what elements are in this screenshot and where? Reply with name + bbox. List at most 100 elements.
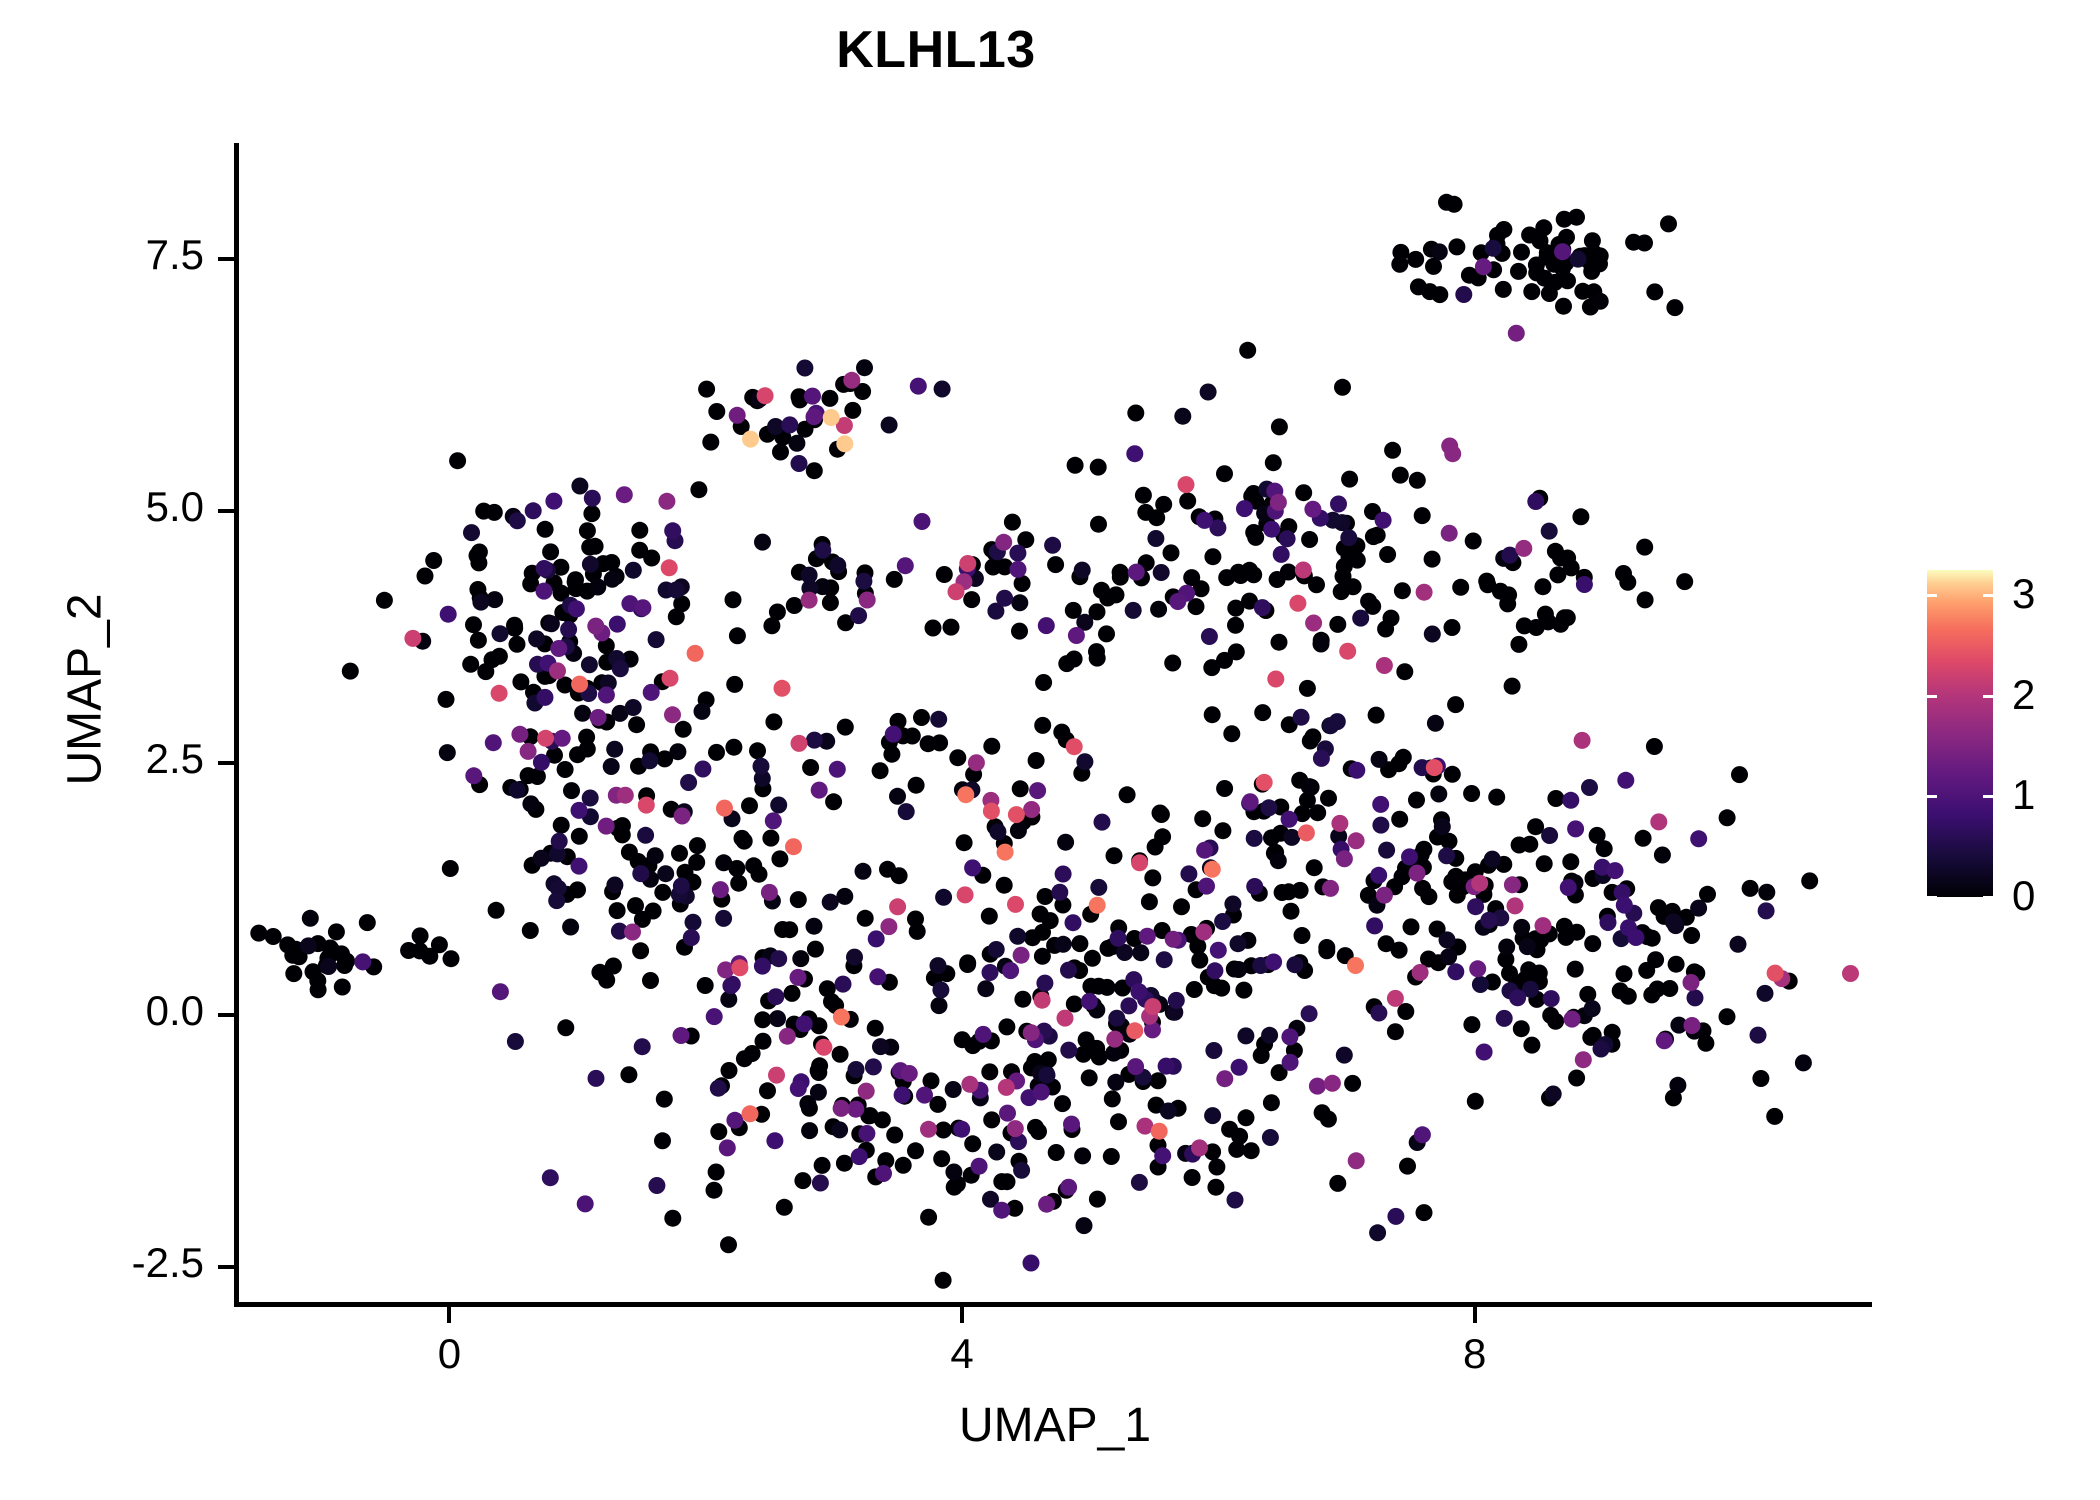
scatter-point — [1483, 850, 1501, 868]
scatter-point — [1187, 598, 1205, 616]
scatter-point — [1270, 1064, 1288, 1082]
scatter-point — [792, 950, 810, 968]
scatter-point — [589, 578, 607, 596]
scatter-point — [1216, 651, 1233, 669]
legend-tick — [1927, 896, 1937, 899]
scatter-point — [778, 1027, 796, 1045]
scatter-point — [1690, 899, 1708, 917]
scatter-point — [1335, 850, 1353, 868]
scatter-point — [1054, 1095, 1071, 1113]
scatter-point — [1501, 964, 1518, 982]
scatter-point — [1667, 955, 1685, 973]
scatter-point — [996, 843, 1014, 861]
scatter-point — [980, 907, 998, 925]
scatter-point — [606, 740, 624, 758]
scatter-point — [1518, 938, 1536, 956]
scatter-point — [1009, 544, 1027, 562]
scatter-point — [1547, 790, 1565, 807]
page-title: KLHL13 — [836, 21, 1036, 79]
scatter-point — [989, 823, 1007, 841]
scatter-point — [1534, 917, 1552, 935]
scatter-point — [1102, 1148, 1120, 1165]
scatter-point — [1474, 258, 1492, 276]
scatter-point — [1036, 974, 1054, 992]
scatter-point — [1339, 642, 1357, 660]
scatter-point — [770, 796, 788, 814]
scatter-point — [1164, 654, 1182, 672]
scatter-point — [1064, 914, 1082, 932]
scatter-point — [321, 939, 339, 957]
scatter-point — [613, 817, 631, 835]
scatter-point — [1154, 1147, 1172, 1165]
scatter-point — [964, 1135, 982, 1153]
scatter-point — [637, 796, 655, 814]
scatter-point — [781, 416, 799, 434]
scatter-point — [1105, 847, 1123, 865]
scatter-point — [1125, 930, 1143, 947]
scatter-point — [1067, 627, 1085, 644]
scatter-point — [1301, 732, 1319, 750]
scatter-point — [472, 593, 490, 611]
scatter-point — [621, 595, 639, 613]
scatter-point — [1584, 1026, 1602, 1044]
x-axis-title: UMAP_1 — [958, 1399, 1152, 1452]
scatter-point — [463, 524, 480, 542]
scatter-point — [1368, 526, 1386, 544]
legend-tick — [1983, 795, 1993, 799]
scatter-point — [1430, 785, 1448, 803]
scatter-point — [1002, 962, 1020, 980]
scatter-point — [935, 888, 953, 906]
legend-tick — [1983, 896, 1993, 899]
scatter-point — [728, 406, 746, 424]
scatter-point — [1541, 827, 1559, 844]
scatter-point — [1555, 297, 1572, 315]
scatter-point — [1752, 1070, 1770, 1087]
scatter-point — [1006, 1120, 1024, 1138]
scatter-point — [785, 597, 803, 614]
scatter-point — [988, 1143, 1006, 1161]
scatter-point — [913, 513, 931, 530]
scatter-point — [709, 1079, 727, 1097]
scatter-point — [1179, 492, 1197, 510]
scatter-point — [669, 743, 687, 761]
scatter-point — [993, 1173, 1011, 1191]
scatter-point — [597, 637, 615, 655]
scatter-point — [1413, 507, 1431, 525]
scatter-point — [576, 1195, 594, 1213]
scatter-point — [1499, 595, 1517, 613]
scatter-point — [1563, 1010, 1581, 1028]
scatter-point — [1650, 813, 1668, 831]
scatter-point — [1463, 785, 1481, 802]
scatter-point — [1583, 1000, 1601, 1018]
scatter-point — [542, 615, 560, 633]
scatter-point — [1241, 793, 1259, 811]
scatter-point — [550, 832, 568, 850]
scatter-point — [818, 732, 836, 750]
scatter-point — [1209, 519, 1227, 537]
scatter-point — [1308, 576, 1325, 594]
scatter-point — [1009, 927, 1027, 945]
scatter-point — [1643, 986, 1661, 1004]
scatter-point — [506, 616, 523, 634]
scatter-point — [1512, 1020, 1530, 1038]
scatter-point — [1534, 578, 1552, 596]
scatter-point — [532, 753, 550, 771]
scatter-point — [1080, 992, 1098, 1010]
scatter-point — [1510, 635, 1528, 653]
scatter-point — [831, 1121, 849, 1139]
scatter-point — [1660, 215, 1677, 233]
scatter-point — [836, 887, 854, 905]
x-tick-label: 4 — [950, 1330, 974, 1377]
scatter-point — [1801, 872, 1819, 890]
scatter-point — [1294, 561, 1312, 579]
scatter-point — [733, 829, 751, 847]
scatter-point — [1682, 974, 1700, 991]
scatter-point — [1463, 1016, 1481, 1034]
scatter-point — [1664, 913, 1682, 931]
scatter-point — [1415, 583, 1433, 601]
scatter-point — [570, 857, 588, 875]
scatter-point — [835, 417, 853, 434]
scatter-point — [716, 799, 733, 817]
x-tick-mark — [1472, 1307, 1477, 1323]
scatter-point — [549, 662, 566, 680]
